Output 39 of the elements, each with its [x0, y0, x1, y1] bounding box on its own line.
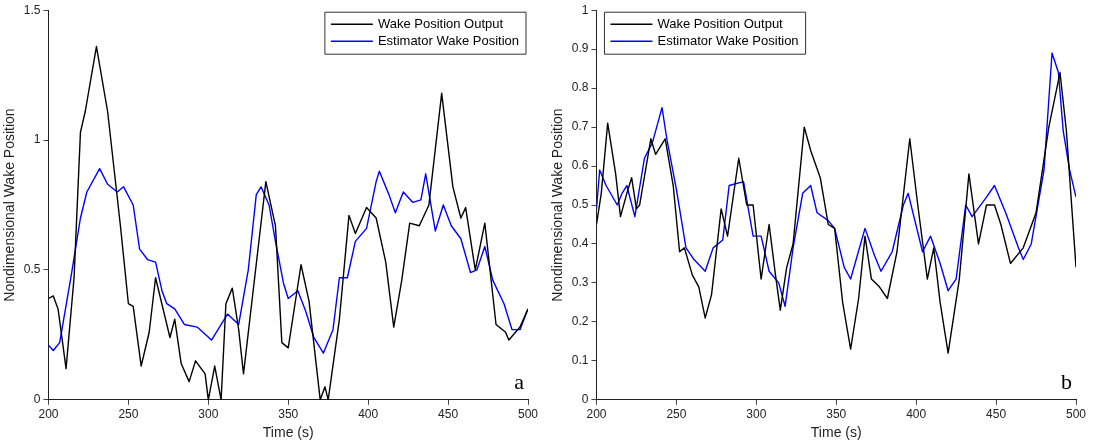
y-tick-label: 0.6 — [571, 158, 589, 173]
x-axis-title: Time (s) — [262, 424, 314, 441]
y-tick-label: 0.5 — [571, 197, 589, 212]
annotation: b — [1061, 368, 1072, 394]
legend-label: Wake Position Output — [657, 15, 784, 31]
y-tick-label: 1.5 — [23, 2, 41, 17]
legend-label: Estimator Wake Position — [657, 32, 799, 48]
y-axis-title: Nondimensional Wake Position — [1, 108, 18, 302]
x-tick-label: 500 — [1065, 407, 1087, 422]
y-tick-label: 0.4 — [571, 236, 589, 251]
x-tick-label: 200 — [38, 407, 59, 422]
annotation: a — [514, 368, 525, 394]
y-tick-label: 0.2 — [571, 314, 589, 329]
x-tick-label: 300 — [746, 407, 767, 422]
x-tick-label: 350 — [826, 407, 847, 422]
y-tick-label: 0 — [581, 392, 589, 407]
y-tick-label: 0.3 — [571, 275, 589, 290]
y-tick-label: 0 — [33, 392, 41, 407]
x-tick-label: 250 — [118, 407, 139, 422]
x-tick-label: 500 — [517, 407, 539, 422]
x-tick-label: 350 — [278, 407, 299, 422]
y-tick-label: 1 — [33, 132, 41, 147]
x-axis-title: Time (s) — [810, 424, 862, 441]
y-tick-label: 0.5 — [23, 262, 41, 277]
y-axis-title: Nondimensional Wake Position — [549, 108, 566, 302]
y-tick-label: 0.7 — [571, 119, 589, 134]
x-tick-label: 400 — [358, 407, 379, 422]
y-tick-label: 1 — [581, 2, 589, 17]
x-tick-label: 400 — [906, 407, 927, 422]
x-tick-label: 300 — [198, 407, 219, 422]
y-tick-label: 0.1 — [571, 353, 589, 368]
x-tick-label: 200 — [586, 407, 607, 422]
y-tick-label: 0.9 — [571, 41, 589, 56]
legend-label: Wake Position Output — [377, 15, 504, 31]
x-tick-label: 250 — [666, 407, 687, 422]
legend-label: Estimator Wake Position — [377, 32, 519, 48]
x-tick-label: 450 — [438, 407, 459, 422]
y-tick-label: 0.8 — [571, 80, 589, 95]
x-tick-label: 450 — [986, 407, 1007, 422]
